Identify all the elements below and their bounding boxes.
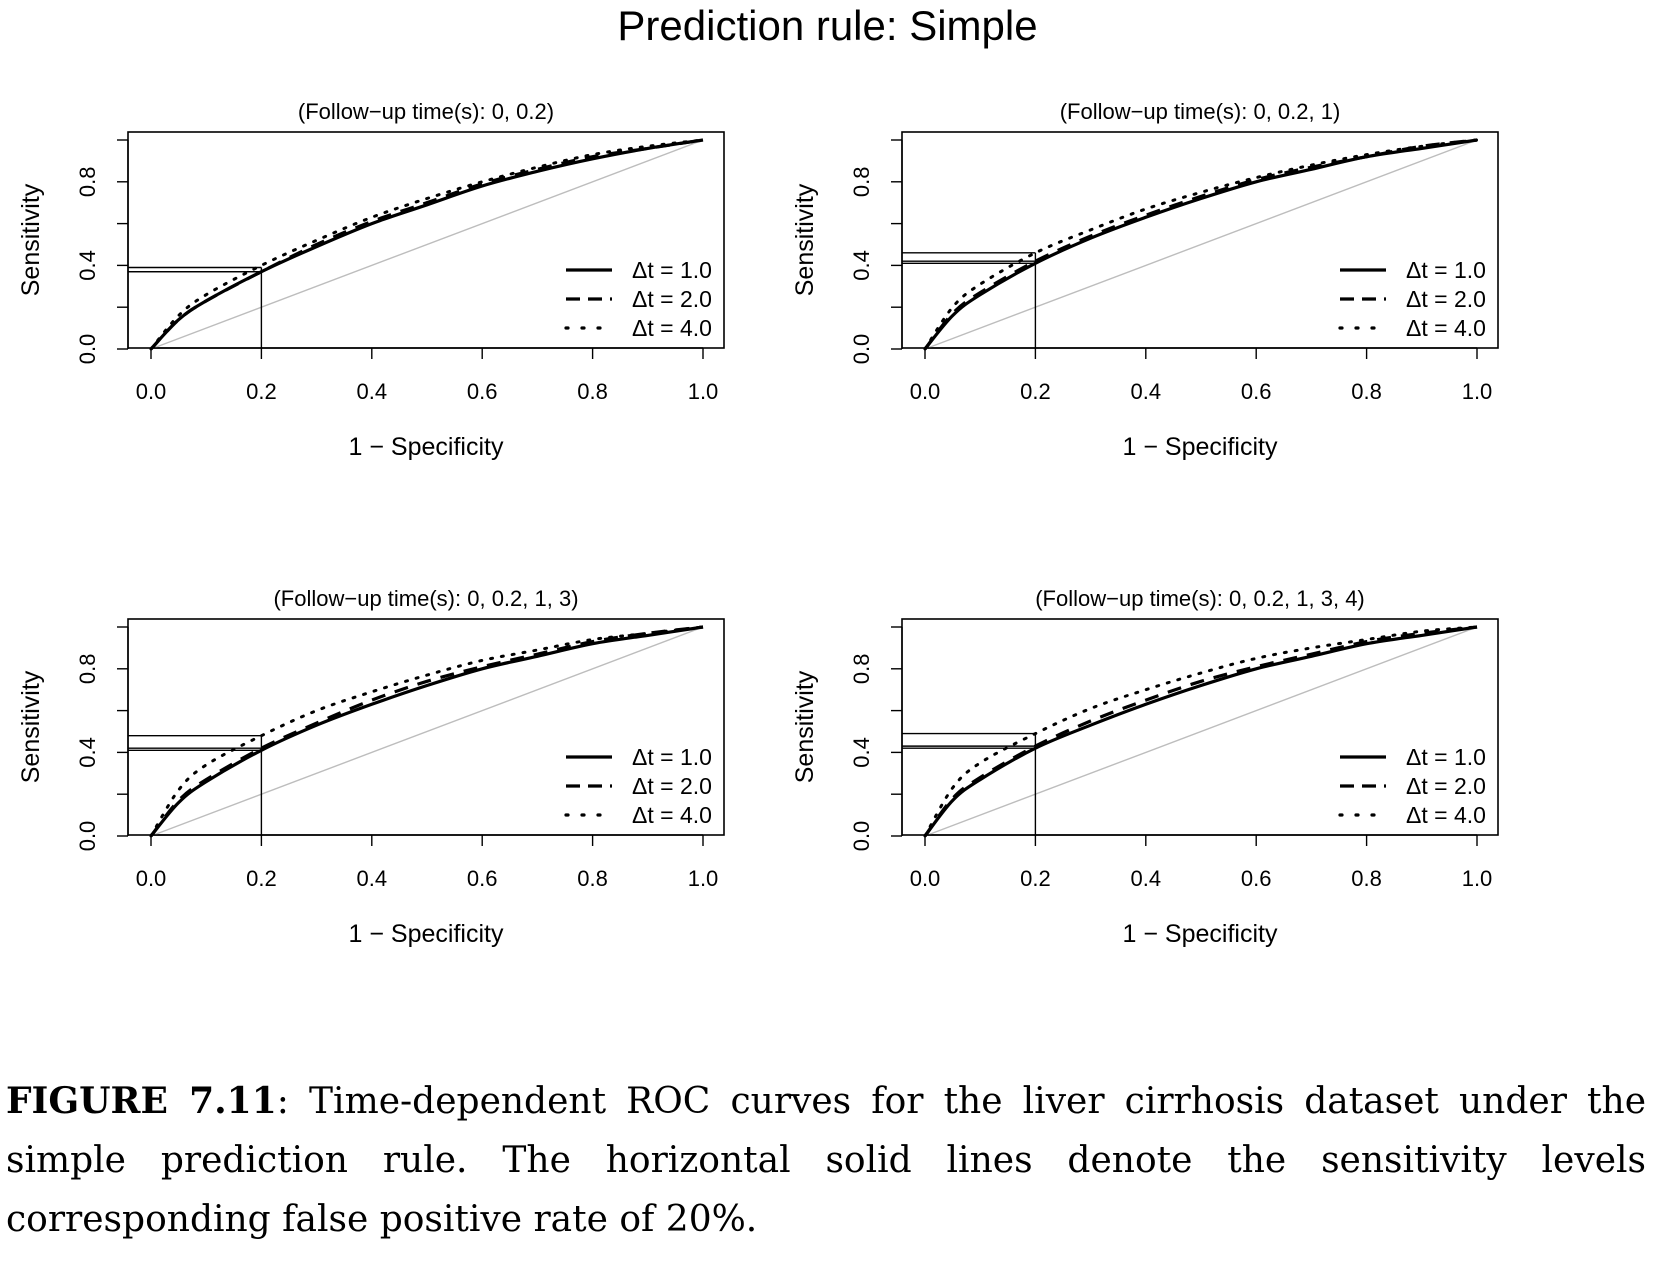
legend-label: Δt = 2.0 [1406,286,1486,312]
y-tick-label: 0.0 [75,334,100,365]
x-tick-label: 1.0 [688,379,719,404]
roc-curve-dotted [923,138,1479,351]
panel-title: (Follow−up time(s): 0, 0.2, 1) [1060,99,1341,124]
reference-diagonal [150,626,704,837]
roc-curve-solid [149,625,704,838]
y-tick-label: 0.8 [75,167,100,198]
x-tick-label: 0.8 [577,379,608,404]
x-tick-label: 0.4 [1131,866,1162,891]
figure-panels: (Follow−up time(s): 0, 0.2) 0.0 0.2 0.4 0.6 0… [17,99,1499,948]
x-tick-label: 1.0 [1462,379,1493,404]
y-axis-label: Sensitivity [791,183,819,296]
x-axis-label: 1 − Specificity [1123,920,1278,948]
x-tick-label: 0.2 [1020,866,1051,891]
roc-panel-1: (Follow−up time(s): 0, 0.2) 0.0 0.2 0.4 0.6 0… [17,99,725,461]
roc-curve-dashed [923,138,1478,350]
x-tick-label: 0.2 [1020,379,1051,404]
panel-title: (Follow−up time(s): 0, 0.2, 1, 3, 4) [1035,586,1365,611]
x-tick-label: 0.2 [246,866,277,891]
x-tick-label: 0.2 [246,379,277,404]
x-tick-label: 0.8 [1351,866,1382,891]
x-tick-label: 0.6 [1241,866,1272,891]
roc-curve-solid [923,138,1478,351]
x-tick-label: 0.0 [910,866,941,891]
x-axis-label: 1 − Specificity [349,920,504,948]
x-tick-label: 0.6 [467,866,498,891]
x-tick-label: 0.8 [1351,379,1382,404]
legend-label: Δt = 1.0 [1406,257,1486,283]
panel-title: (Follow−up time(s): 0, 0.2, 1, 3) [273,586,578,611]
x-axis-label: 1 − Specificity [349,433,504,461]
y-axis-label: Sensitivity [17,670,45,783]
x-tick-label: 1.0 [1462,866,1493,891]
y-tick-label: 0.0 [849,334,874,365]
legend-label: Δt = 4.0 [632,802,712,828]
reference-diagonal [924,626,1478,837]
legend-label: Δt = 2.0 [1406,773,1486,799]
y-axis-label: Sensitivity [791,670,819,783]
y-tick-label: 0.0 [75,821,100,852]
y-tick-label: 0.0 [849,821,874,852]
legend-label: Δt = 1.0 [632,744,712,770]
y-tick-label: 0.4 [75,250,100,281]
y-axis-label: Sensitivity [17,183,45,296]
roc-curve-dashed [923,625,1478,837]
panel-title: (Follow−up time(s): 0, 0.2) [298,99,554,124]
y-tick-label: 0.4 [75,737,100,768]
x-tick-label: 0.4 [357,379,388,404]
roc-panel-3: (Follow−up time(s): 0, 0.2, 1, 3) 0.0 0.2 0… [17,586,725,948]
x-tick-label: 0.0 [910,379,941,404]
y-tick-label: 0.4 [849,250,874,281]
legend-label: Δt = 4.0 [1406,802,1486,828]
x-tick-label: 0.4 [1131,379,1162,404]
y-tick-label: 0.4 [849,737,874,768]
caption-label: FIGURE 7.11 [6,1080,277,1122]
caption-text: : Time-dependent ROC curves for the live… [6,1081,1647,1240]
roc-curve-solid [149,138,704,351]
legend-label: Δt = 2.0 [632,286,712,312]
x-tick-label: 0.0 [136,866,167,891]
x-tick-label: 0.6 [1241,379,1272,404]
roc-curve-dashed [149,625,704,837]
y-tick-label: 0.8 [849,654,874,685]
roc-panel-4: (Follow−up time(s): 0, 0.2, 1, 3, 4) 0.0 0… [791,586,1499,948]
x-tick-label: 0.6 [467,379,498,404]
reference-diagonal [150,139,704,350]
x-tick-label: 0.0 [136,379,167,404]
legend-label: Δt = 4.0 [1406,315,1486,341]
x-axis-label: 1 − Specificity [1123,433,1278,461]
roc-curve-solid [923,625,1478,837]
x-tick-label: 1.0 [688,866,719,891]
legend-label: Δt = 1.0 [632,257,712,283]
legend-label: Δt = 1.0 [1406,744,1486,770]
x-tick-label: 0.8 [577,866,608,891]
y-tick-label: 0.8 [849,167,874,198]
roc-curve-dotted [149,625,705,838]
reference-diagonal [924,139,1478,350]
x-tick-label: 0.4 [357,866,388,891]
roc-curve-dotted [923,625,1479,838]
figure-caption: FIGURE 7.11: Time-dependent ROC curves f… [6,1072,1646,1249]
legend-label: Δt = 4.0 [632,315,712,341]
roc-curve-dashed [149,138,704,351]
roc-panel-2: (Follow−up time(s): 0, 0.2, 1) 0.0 0.2 0.4 0… [791,99,1499,461]
roc-curve-dotted [149,138,705,351]
legend-label: Δt = 2.0 [632,773,712,799]
y-tick-label: 0.8 [75,654,100,685]
figure-title: Prediction rule: Simple [617,2,1038,49]
